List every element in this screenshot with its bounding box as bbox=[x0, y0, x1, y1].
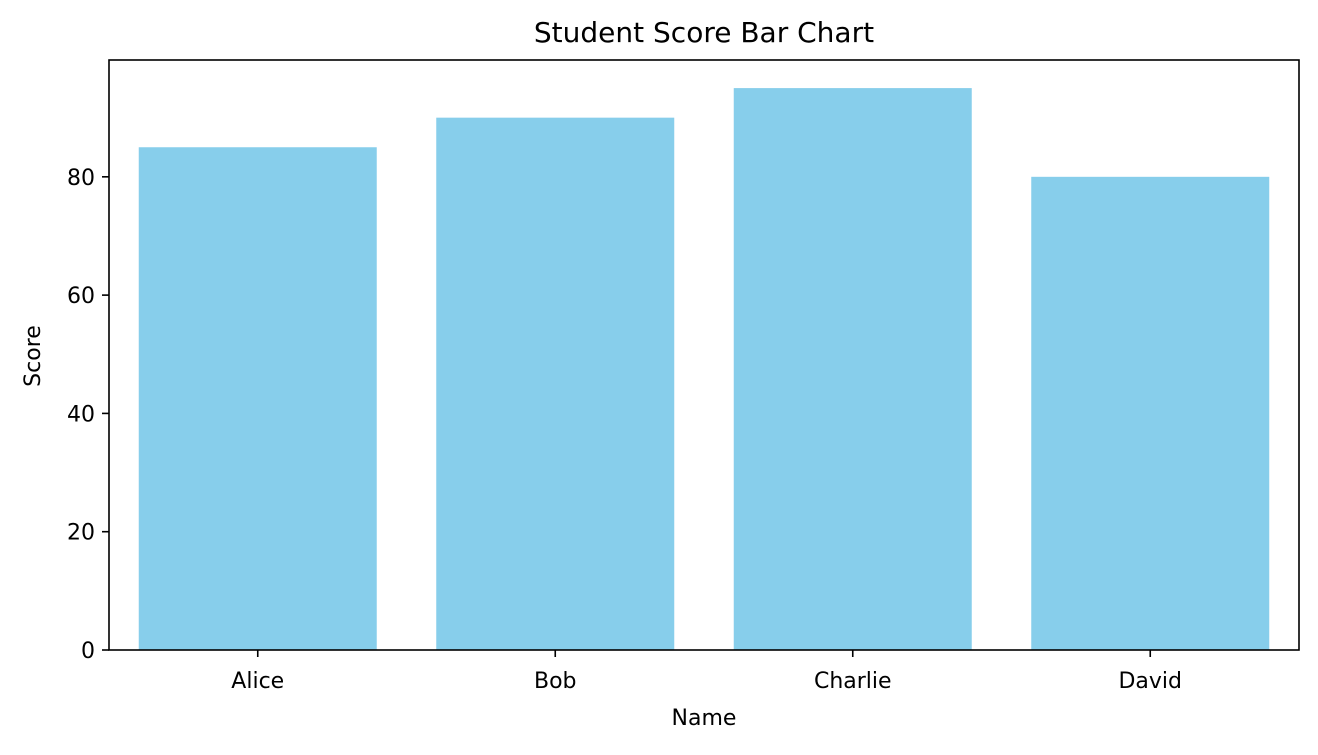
y-tick-label: 0 bbox=[81, 639, 95, 664]
x-tick-label: Charlie bbox=[814, 669, 892, 694]
x-axis-label: Name bbox=[672, 706, 737, 731]
y-tick-label: 60 bbox=[67, 284, 95, 309]
x-tick-label: David bbox=[1118, 669, 1182, 694]
bar-alice bbox=[138, 147, 377, 650]
bar-bob bbox=[436, 117, 675, 650]
bar-david bbox=[1031, 176, 1270, 650]
plot-frame bbox=[108, 59, 1300, 651]
bar-charlie bbox=[733, 88, 972, 651]
y-axis: 0 20 40 60 80 bbox=[67, 166, 109, 664]
y-tick-label: 20 bbox=[67, 521, 95, 546]
y-tick-label: 40 bbox=[67, 402, 95, 427]
y-tick-label: 80 bbox=[67, 166, 95, 191]
y-axis-label: Score bbox=[21, 325, 46, 387]
x-axis: Alice Bob Charlie David bbox=[231, 650, 1182, 694]
x-tick-label: Alice bbox=[231, 669, 284, 694]
chart-title: Student Score Bar Chart bbox=[534, 16, 874, 49]
bar-group bbox=[138, 88, 1270, 651]
x-tick-label: Bob bbox=[534, 669, 577, 694]
